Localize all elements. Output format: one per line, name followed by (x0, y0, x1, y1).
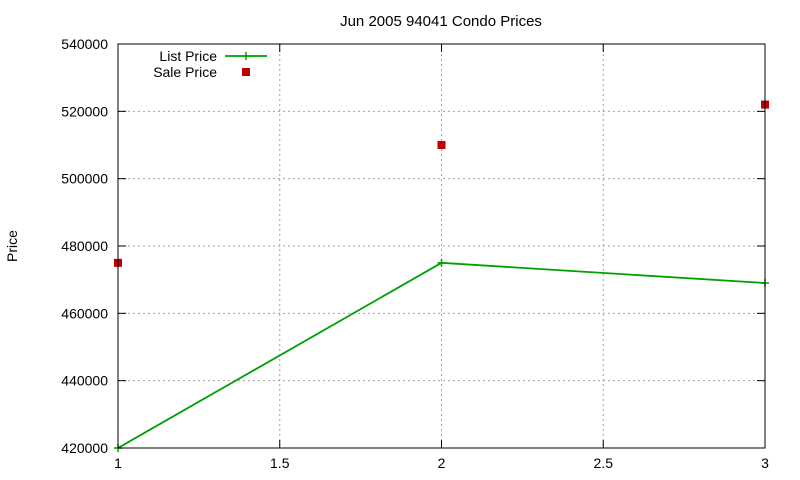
legend-label: List Price (159, 48, 217, 64)
y-tick-label: 500000 (61, 171, 108, 187)
x-tick-label: 3 (761, 455, 769, 471)
y-tick-label: 440000 (61, 373, 108, 389)
y-tick-label: 480000 (61, 238, 108, 254)
chart-title: Jun 2005 94041 Condo Prices (340, 13, 542, 30)
legend-label: Sale Price (153, 64, 217, 80)
y-tick-label: 420000 (61, 440, 108, 456)
legend-plus-marker (242, 52, 250, 60)
ticks-layer: 420000 440000 460000 480000 500000 520000 5400… (61, 36, 769, 471)
x-tick-label: 2.5 (594, 455, 614, 471)
x-tick-label: 1 (114, 455, 122, 471)
x-tick-label: 1.5 (270, 455, 290, 471)
legend-square-marker (242, 68, 250, 76)
list-price-point (437, 258, 446, 267)
grid-layer (118, 44, 765, 448)
y-tick-label: 460000 (61, 305, 108, 321)
sale-price-point (437, 141, 446, 149)
y-tick-label: 540000 (61, 36, 108, 52)
y-tick-label: 520000 (61, 103, 108, 119)
y-axis-label: Price (4, 230, 20, 262)
x-tick-label: 2 (438, 455, 446, 471)
